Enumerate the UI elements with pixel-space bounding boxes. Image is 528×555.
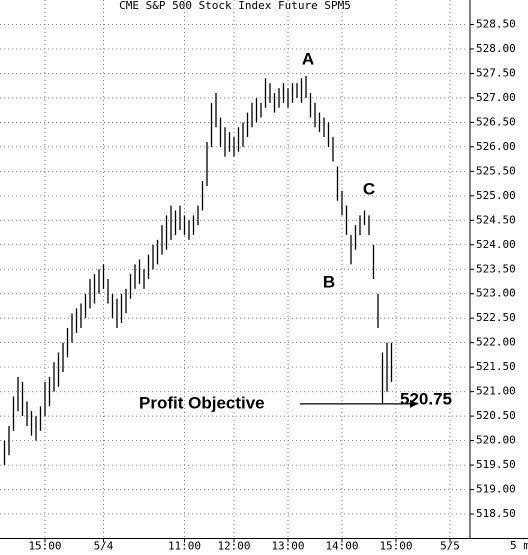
y-tick-label: 520.00	[476, 434, 516, 447]
x-tick-label: 12:00	[217, 540, 250, 553]
chart-title: CME S&P 500 Stock Index Future SPM5	[119, 0, 351, 12]
y-tick-label: 522.00	[476, 336, 516, 349]
arrow-head	[410, 399, 418, 408]
x-tick-label: 15:00	[28, 540, 61, 553]
x-tick-label: 15:00	[379, 540, 412, 553]
y-tick-label: 526.50	[476, 115, 516, 128]
y-tick-label: 523.50	[476, 262, 516, 275]
y-tick-label: 525.00	[476, 189, 516, 202]
annotation: A	[302, 49, 314, 68]
profit-objective-label: Profit Objective	[139, 393, 265, 412]
y-tick-label: 519.50	[476, 458, 516, 471]
y-tick-label: 519.00	[476, 483, 516, 496]
y-tick-label: 521.50	[476, 360, 516, 373]
x-unit: 5 m	[510, 539, 528, 552]
x-tick-label: 13:00	[271, 540, 304, 553]
y-tick-label: 520.50	[476, 409, 516, 422]
y-tick-label: 528.50	[476, 17, 516, 30]
y-tick-label: 524.00	[476, 238, 516, 251]
y-tick-label: 521.00	[476, 385, 516, 398]
x-tick-label: 11:00	[168, 540, 201, 553]
y-tick-label: 518.50	[476, 507, 516, 520]
x-tick-label: 5/5	[440, 540, 460, 553]
annotation: B	[323, 272, 335, 291]
y-tick-label: 528.00	[476, 42, 516, 55]
annotation: C	[363, 179, 375, 198]
y-tick-label: 524.50	[476, 213, 516, 226]
x-tick-label: 14:00	[325, 540, 358, 553]
y-tick-label: 527.00	[476, 91, 516, 104]
x-tick-label: 5/4	[94, 540, 114, 553]
profit-objective-value: 520.75	[400, 389, 452, 408]
y-tick-label: 522.50	[476, 311, 516, 324]
y-tick-label: 526.00	[476, 140, 516, 153]
y-tick-label: 527.50	[476, 66, 516, 79]
y-tick-label: 523.00	[476, 287, 516, 300]
y-tick-label: 525.50	[476, 164, 516, 177]
